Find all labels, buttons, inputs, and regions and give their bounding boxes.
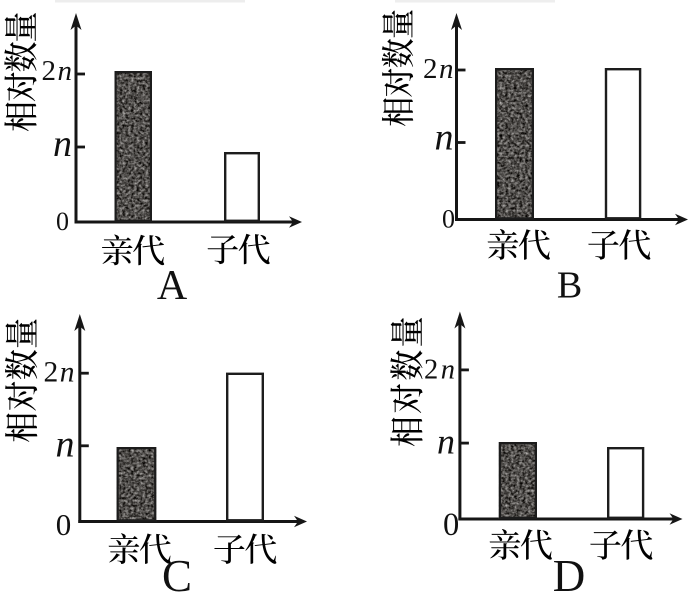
svg-text:A: A xyxy=(157,263,188,309)
svg-text:0: 0 xyxy=(443,507,459,543)
svg-text:2n: 2n xyxy=(42,55,73,87)
svg-text:2n: 2n xyxy=(423,53,454,85)
svg-text:n: n xyxy=(56,424,75,466)
svg-text:0: 0 xyxy=(442,205,455,234)
svg-text:D: D xyxy=(553,551,586,601)
svg-text:n: n xyxy=(53,123,72,165)
svg-text:0: 0 xyxy=(56,207,69,236)
svg-text:n: n xyxy=(437,422,455,462)
svg-text:0: 0 xyxy=(56,507,72,542)
svg-text:n: n xyxy=(435,117,454,159)
svg-text:C: C xyxy=(162,551,192,601)
svg-text:2n: 2n xyxy=(44,357,75,389)
svg-text:2n: 2n xyxy=(424,355,455,386)
svg-text:B: B xyxy=(557,265,582,307)
